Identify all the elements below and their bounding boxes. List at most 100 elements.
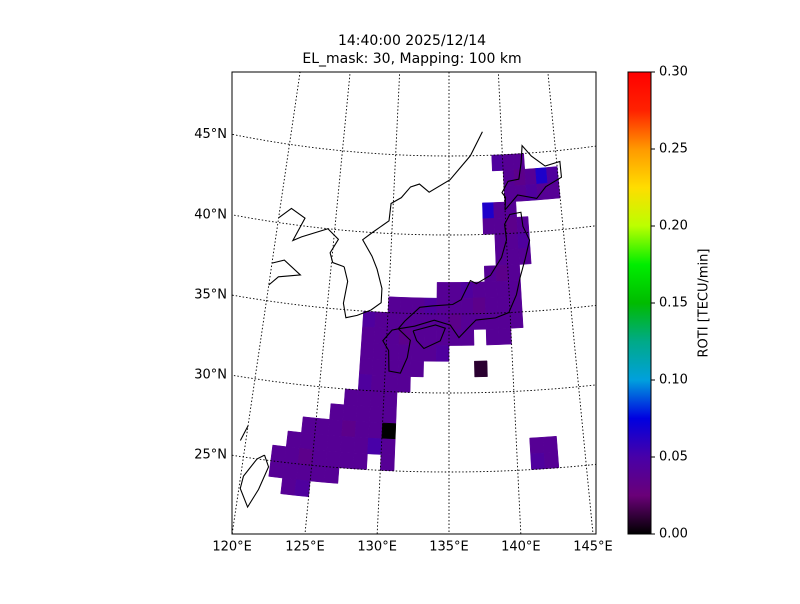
- coastline: [501, 144, 563, 211]
- roti-cell: [369, 390, 385, 408]
- meridian: [232, 72, 301, 534]
- roti-cell: [381, 422, 397, 440]
- roti-cell: [387, 296, 402, 314]
- roti-cell: [325, 450, 341, 468]
- roti-cell: [371, 358, 386, 376]
- coastline: [239, 454, 270, 509]
- parallel: [232, 294, 596, 315]
- roti-cell: [374, 311, 389, 329]
- y-tick-label: 45°N: [194, 127, 227, 142]
- roti-cell: [353, 436, 369, 455]
- roti-cell: [473, 313, 487, 330]
- roti-cell: [340, 435, 356, 454]
- x-tick-label: 125°E: [285, 540, 325, 555]
- coastline: [239, 425, 249, 441]
- map-frame: [231, 71, 597, 535]
- roti-cell: [474, 360, 488, 378]
- roti-cell: [496, 280, 510, 298]
- roti-cell: [359, 358, 374, 376]
- roti-cell: [362, 310, 377, 328]
- x-tick-label: 130°E: [357, 540, 397, 555]
- roti-cell: [360, 342, 375, 360]
- roti-cell: [284, 446, 300, 465]
- coastline: [342, 131, 483, 319]
- roti-cell: [493, 201, 506, 219]
- map-area: [232, 72, 596, 534]
- roti-cell: [343, 388, 359, 406]
- roti-cell: [410, 344, 425, 362]
- roti-cell: [314, 417, 330, 436]
- meridian: [497, 72, 522, 534]
- roti-cell: [367, 437, 383, 455]
- parallel: [232, 133, 596, 157]
- roti-cell: [297, 447, 314, 466]
- roti-cell: [309, 465, 326, 483]
- roti-cell: [542, 435, 558, 454]
- roti-cell: [370, 374, 386, 392]
- roti-cell: [448, 313, 462, 331]
- chart-subtitle: EL_mask: 30, Mapping: 100 km: [302, 51, 521, 67]
- roti-cell: [268, 460, 285, 479]
- x-tick-label: 135°E: [429, 540, 469, 555]
- roti-cell: [485, 328, 500, 346]
- colorbar-tick-label: 0.05: [659, 450, 688, 465]
- roti-cell: [484, 297, 499, 314]
- roti-cell: [518, 247, 532, 265]
- roti-cell: [502, 169, 516, 187]
- roti-cell: [294, 479, 311, 498]
- roti-cell: [546, 166, 559, 184]
- roti-cell: [514, 184, 528, 202]
- x-tick-label: 145°E: [573, 540, 613, 555]
- roti-cell: [323, 466, 340, 484]
- roti-cell: [397, 360, 412, 377]
- roti-cell: [410, 360, 424, 378]
- roti-cell: [380, 454, 395, 472]
- coastline: [278, 207, 345, 268]
- y-tick-label: 30°N: [194, 368, 227, 383]
- roti-cell: [285, 430, 302, 449]
- roti-cell: [530, 452, 546, 470]
- roti-cell: [496, 296, 511, 314]
- y-tick-label: 35°N: [194, 288, 227, 303]
- roti-cell: [382, 406, 397, 424]
- roti-cell: [354, 421, 370, 439]
- roti-cell: [460, 313, 474, 330]
- roti-cell: [460, 297, 474, 315]
- roti-cell: [326, 434, 342, 453]
- roti-cell: [506, 248, 520, 266]
- roti-cell: [411, 313, 425, 330]
- roti-cell: [448, 282, 462, 299]
- parallel: [232, 214, 596, 236]
- meridian: [304, 72, 351, 534]
- coastline: [397, 211, 531, 339]
- roti-cell: [509, 311, 524, 329]
- roti-cell: [485, 312, 499, 330]
- roti-cell: [498, 328, 512, 345]
- roti-cell: [327, 419, 344, 437]
- roti-cell: [282, 462, 299, 480]
- colorbar-tick-label: 0.00: [659, 527, 688, 542]
- roti-cell: [436, 297, 450, 315]
- colorbar-label: ROTI [TECU/min]: [697, 249, 712, 358]
- roti-cell: [529, 436, 545, 455]
- roti-cell: [399, 297, 414, 314]
- roti-cell: [357, 373, 373, 391]
- colorbar-tick-label: 0.30: [659, 65, 688, 80]
- roti-cell: [509, 295, 523, 313]
- roti-cell: [384, 359, 399, 377]
- roti-cell: [524, 168, 538, 186]
- colorbar: [627, 71, 652, 535]
- x-tick-label: 140°E: [501, 540, 541, 555]
- y-tick-label: 40°N: [194, 207, 227, 222]
- roti-cell: [491, 154, 504, 172]
- roti-cell: [436, 329, 450, 346]
- roti-cell: [505, 232, 519, 250]
- y-tick-label: 25°N: [194, 448, 227, 463]
- roti-cell: [270, 444, 287, 463]
- colorbar-tick-label: 0.25: [659, 142, 688, 157]
- roti-cell: [356, 389, 372, 407]
- coastline: [268, 259, 302, 286]
- roti-cell: [380, 438, 396, 456]
- roti-cell: [368, 422, 383, 440]
